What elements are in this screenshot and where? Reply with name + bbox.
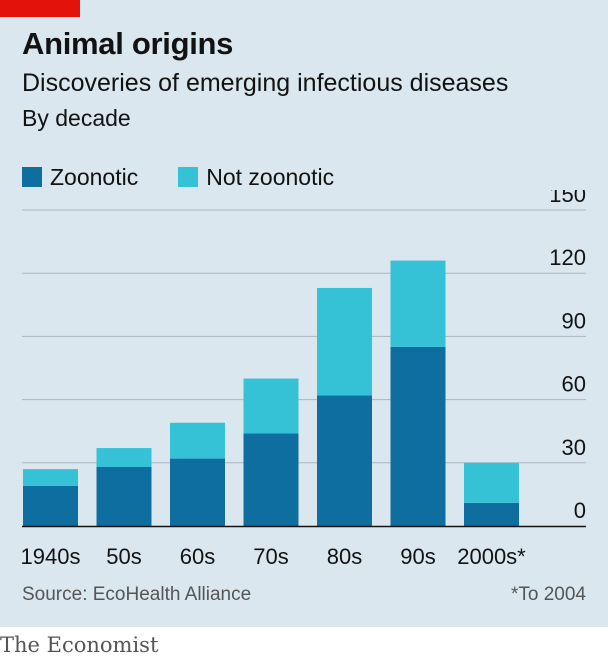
bar-zoonotic (23, 485, 78, 526)
bar-not-zoonotic (243, 378, 299, 434)
legend-label-not-zoonotic: Not zoonotic (206, 163, 335, 190)
x-tick-label: 50s (106, 544, 141, 569)
brand-tab (0, 0, 80, 17)
legend-item-not-zoonotic: Not zoonotic (178, 164, 334, 191)
bar-not-zoonotic (96, 448, 152, 468)
bar-zoonotic (464, 502, 519, 526)
footnote: *To 2004 (510, 584, 586, 605)
bar-zoonotic (243, 433, 299, 526)
chart-subtitle: Discoveries of emerging infectious disea… (22, 69, 509, 97)
bar-zoonotic (317, 395, 372, 526)
y-tick-label: 30 (562, 435, 586, 460)
bar-not-zoonotic (317, 287, 372, 396)
y-tick-label: 150 (549, 190, 586, 207)
brand-logo: The Economist (0, 633, 159, 657)
bar-not-zoonotic (23, 469, 78, 486)
legend-item-zoonotic: Zoonotic (22, 164, 138, 191)
y-tick-label: 60 (562, 372, 586, 397)
bar-not-zoonotic (464, 462, 519, 503)
bar-zoonotic (170, 458, 225, 526)
x-tick-label: 1940s (21, 544, 81, 569)
legend-swatch-not-zoonotic (178, 167, 199, 187)
legend: Zoonotic Not zoonotic (22, 163, 374, 191)
x-tick-label: 70s (253, 544, 288, 569)
stacked-bar-chart: 0 30 60 90 120 150 1940s 50s 60s 70s 80s 90s 2000s* (21, 190, 586, 569)
bar-zoonotic (96, 467, 152, 526)
y-tick-label: 90 (562, 308, 586, 333)
chart-note: By decade (22, 105, 131, 131)
y-tick-label: 0 (574, 498, 586, 523)
y-tick-label: 120 (549, 245, 586, 270)
bar-not-zoonotic (390, 260, 446, 347)
x-tick-label: 2000s* (457, 544, 526, 569)
x-tick-label: 90s (400, 544, 435, 569)
bar-not-zoonotic (170, 422, 225, 459)
chart-title: Animal origins (22, 26, 234, 61)
x-tick-label: 80s (327, 544, 362, 569)
bar-zoonotic (390, 346, 446, 526)
legend-label-zoonotic: Zoonotic (50, 163, 139, 190)
legend-swatch-zoonotic (22, 167, 42, 187)
source-note: Source: EcoHealth Alliance (22, 584, 252, 605)
x-tick-label: 60s (180, 544, 215, 569)
